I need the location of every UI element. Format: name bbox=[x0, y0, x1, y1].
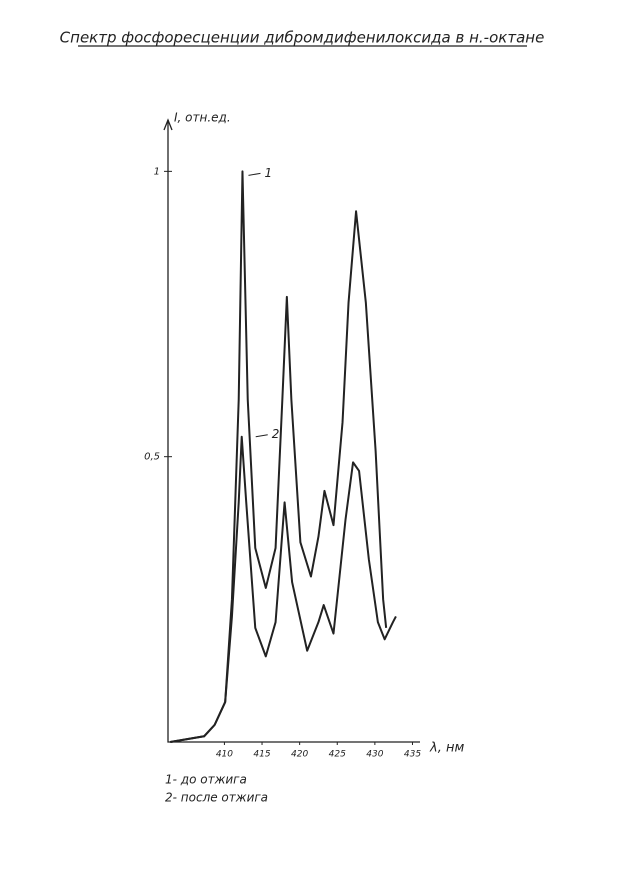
curve bbox=[170, 170, 388, 743]
x-tick-label: 425 bbox=[329, 750, 346, 760]
chart-title: Спектр фосфоресценции дибромдифенилоксид… bbox=[60, 29, 545, 47]
note: 1- до отжига bbox=[165, 773, 247, 787]
x-tick-label: 420 bbox=[291, 750, 308, 760]
label-leader bbox=[248, 172, 261, 176]
series-label: 2 bbox=[272, 427, 280, 441]
axes bbox=[167, 120, 420, 743]
y-axis-label: I, отн.ед. bbox=[174, 111, 231, 125]
x-tick-label: 430 bbox=[366, 750, 383, 760]
x-tick-label: 435 bbox=[404, 750, 421, 760]
y-tick-label: 1 bbox=[154, 166, 160, 177]
y-arrow bbox=[163, 118, 173, 131]
x-tick-label: 410 bbox=[216, 750, 233, 760]
series-label: 1 bbox=[264, 166, 272, 180]
label-leader bbox=[255, 434, 268, 438]
x-axis-label: λ, нм bbox=[429, 741, 464, 756]
y-tick-label: 0,5 bbox=[144, 452, 160, 463]
curve bbox=[170, 435, 397, 743]
note: 2- после отжига bbox=[165, 791, 268, 805]
x-tick-label: 415 bbox=[253, 750, 270, 760]
